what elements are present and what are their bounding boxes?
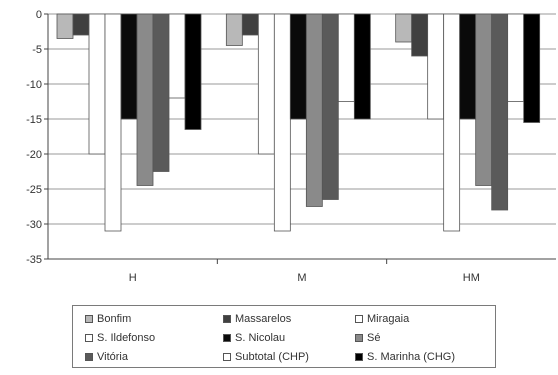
y-tick-label: -25 xyxy=(26,184,42,196)
bar-massarelos-hm xyxy=(411,13,429,57)
legend-label: Sé xyxy=(367,332,381,344)
bar-s-ildefonso-h xyxy=(104,13,122,232)
legend-swatch xyxy=(223,315,231,323)
x-category-label: H xyxy=(129,272,137,284)
bars xyxy=(56,13,541,232)
bar-s-marinha-chg-m xyxy=(353,13,371,120)
y-tick-label: -35 xyxy=(26,254,42,266)
bar-massarelos-h xyxy=(72,13,90,36)
legend-label: S. Ildefonso xyxy=(97,332,156,344)
bar-s-nicolau-hm xyxy=(459,13,477,120)
bar-massarelos-m xyxy=(241,13,259,36)
bar-s-ildefonso-hm xyxy=(443,13,461,232)
legend-swatch xyxy=(85,334,93,342)
bar-vit-ria-m xyxy=(321,13,339,200)
bar-miragaia-h xyxy=(88,13,106,155)
x-category-label: M xyxy=(297,272,306,284)
legend-label: Subtotal (CHP) xyxy=(235,351,309,363)
legend-label: Massarelos xyxy=(235,313,292,325)
legend-item: Sé xyxy=(355,332,380,344)
bar-subtotal-chp-m xyxy=(337,13,355,102)
legend-label: Vitória xyxy=(97,351,128,363)
y-tick-label: -30 xyxy=(26,219,42,231)
legend-item: Bonfim xyxy=(85,313,131,325)
y-tick-label: -20 xyxy=(26,149,42,161)
axes xyxy=(44,13,556,264)
legend-swatch xyxy=(85,315,93,323)
legend-label: Bonfim xyxy=(97,313,132,325)
y-tick-label: -10 xyxy=(26,79,42,91)
legend-swatch xyxy=(223,334,231,342)
bar-s-hm xyxy=(475,13,493,186)
legend-label: S. Nicolau xyxy=(235,332,286,344)
bar-miragaia-m xyxy=(257,13,275,155)
legend-item: S. Ildefonso xyxy=(85,332,155,344)
bar-s-marinha-chg-hm xyxy=(523,13,541,123)
legend-label: S. Marinha (CHG) xyxy=(367,351,456,363)
bar-s-nicolau-h xyxy=(120,13,138,120)
axis-labels: 0-5-10-15-20-25-30-35H M HM xyxy=(26,9,480,284)
bar-bonfim-h xyxy=(56,13,74,39)
y-tick-label: 0 xyxy=(36,9,42,21)
bar-bonfim-hm xyxy=(395,13,413,43)
bar-s-nicolau-m xyxy=(289,13,307,120)
bar-subtotal-chp-h xyxy=(168,13,186,99)
legend-swatch xyxy=(355,334,363,342)
bar-vit-ria-h xyxy=(152,13,170,172)
legend-swatch xyxy=(355,315,363,323)
y-tick-label: -15 xyxy=(26,114,42,126)
bar-miragaia-hm xyxy=(427,13,445,120)
legend-item: S. Nicolau xyxy=(223,332,285,344)
bar-s-ildefonso-m xyxy=(273,13,291,232)
bar-vit-ria-hm xyxy=(491,13,509,211)
bar-s-m xyxy=(305,13,323,207)
legend-label: Miragaia xyxy=(367,313,410,325)
y-tick-label: -5 xyxy=(32,44,42,56)
legend-item: Massarelos xyxy=(223,313,291,325)
bar-subtotal-chp-hm xyxy=(507,13,525,102)
bar-s-marinha-chg-h xyxy=(184,13,202,130)
x-category-label: HM xyxy=(463,272,480,284)
legend-item: S. Marinha (CHG) xyxy=(355,351,455,363)
legend-item: Miragaia xyxy=(355,313,409,325)
legend-item: Subtotal (CHP) xyxy=(223,351,309,363)
chart-legend: Bonfim Massarelos Miragaia S. Ildefonso S. N… xyxy=(72,305,496,368)
bar-chart: 0-5-10-15-20-25-30-35H M HM xyxy=(26,9,556,284)
legend-swatch xyxy=(85,353,93,361)
legend-item: Vitória xyxy=(85,351,128,363)
bar-s-h xyxy=(136,13,154,186)
bar-bonfim-m xyxy=(225,13,243,46)
legend-swatch xyxy=(223,353,231,361)
legend-swatch xyxy=(355,353,363,361)
